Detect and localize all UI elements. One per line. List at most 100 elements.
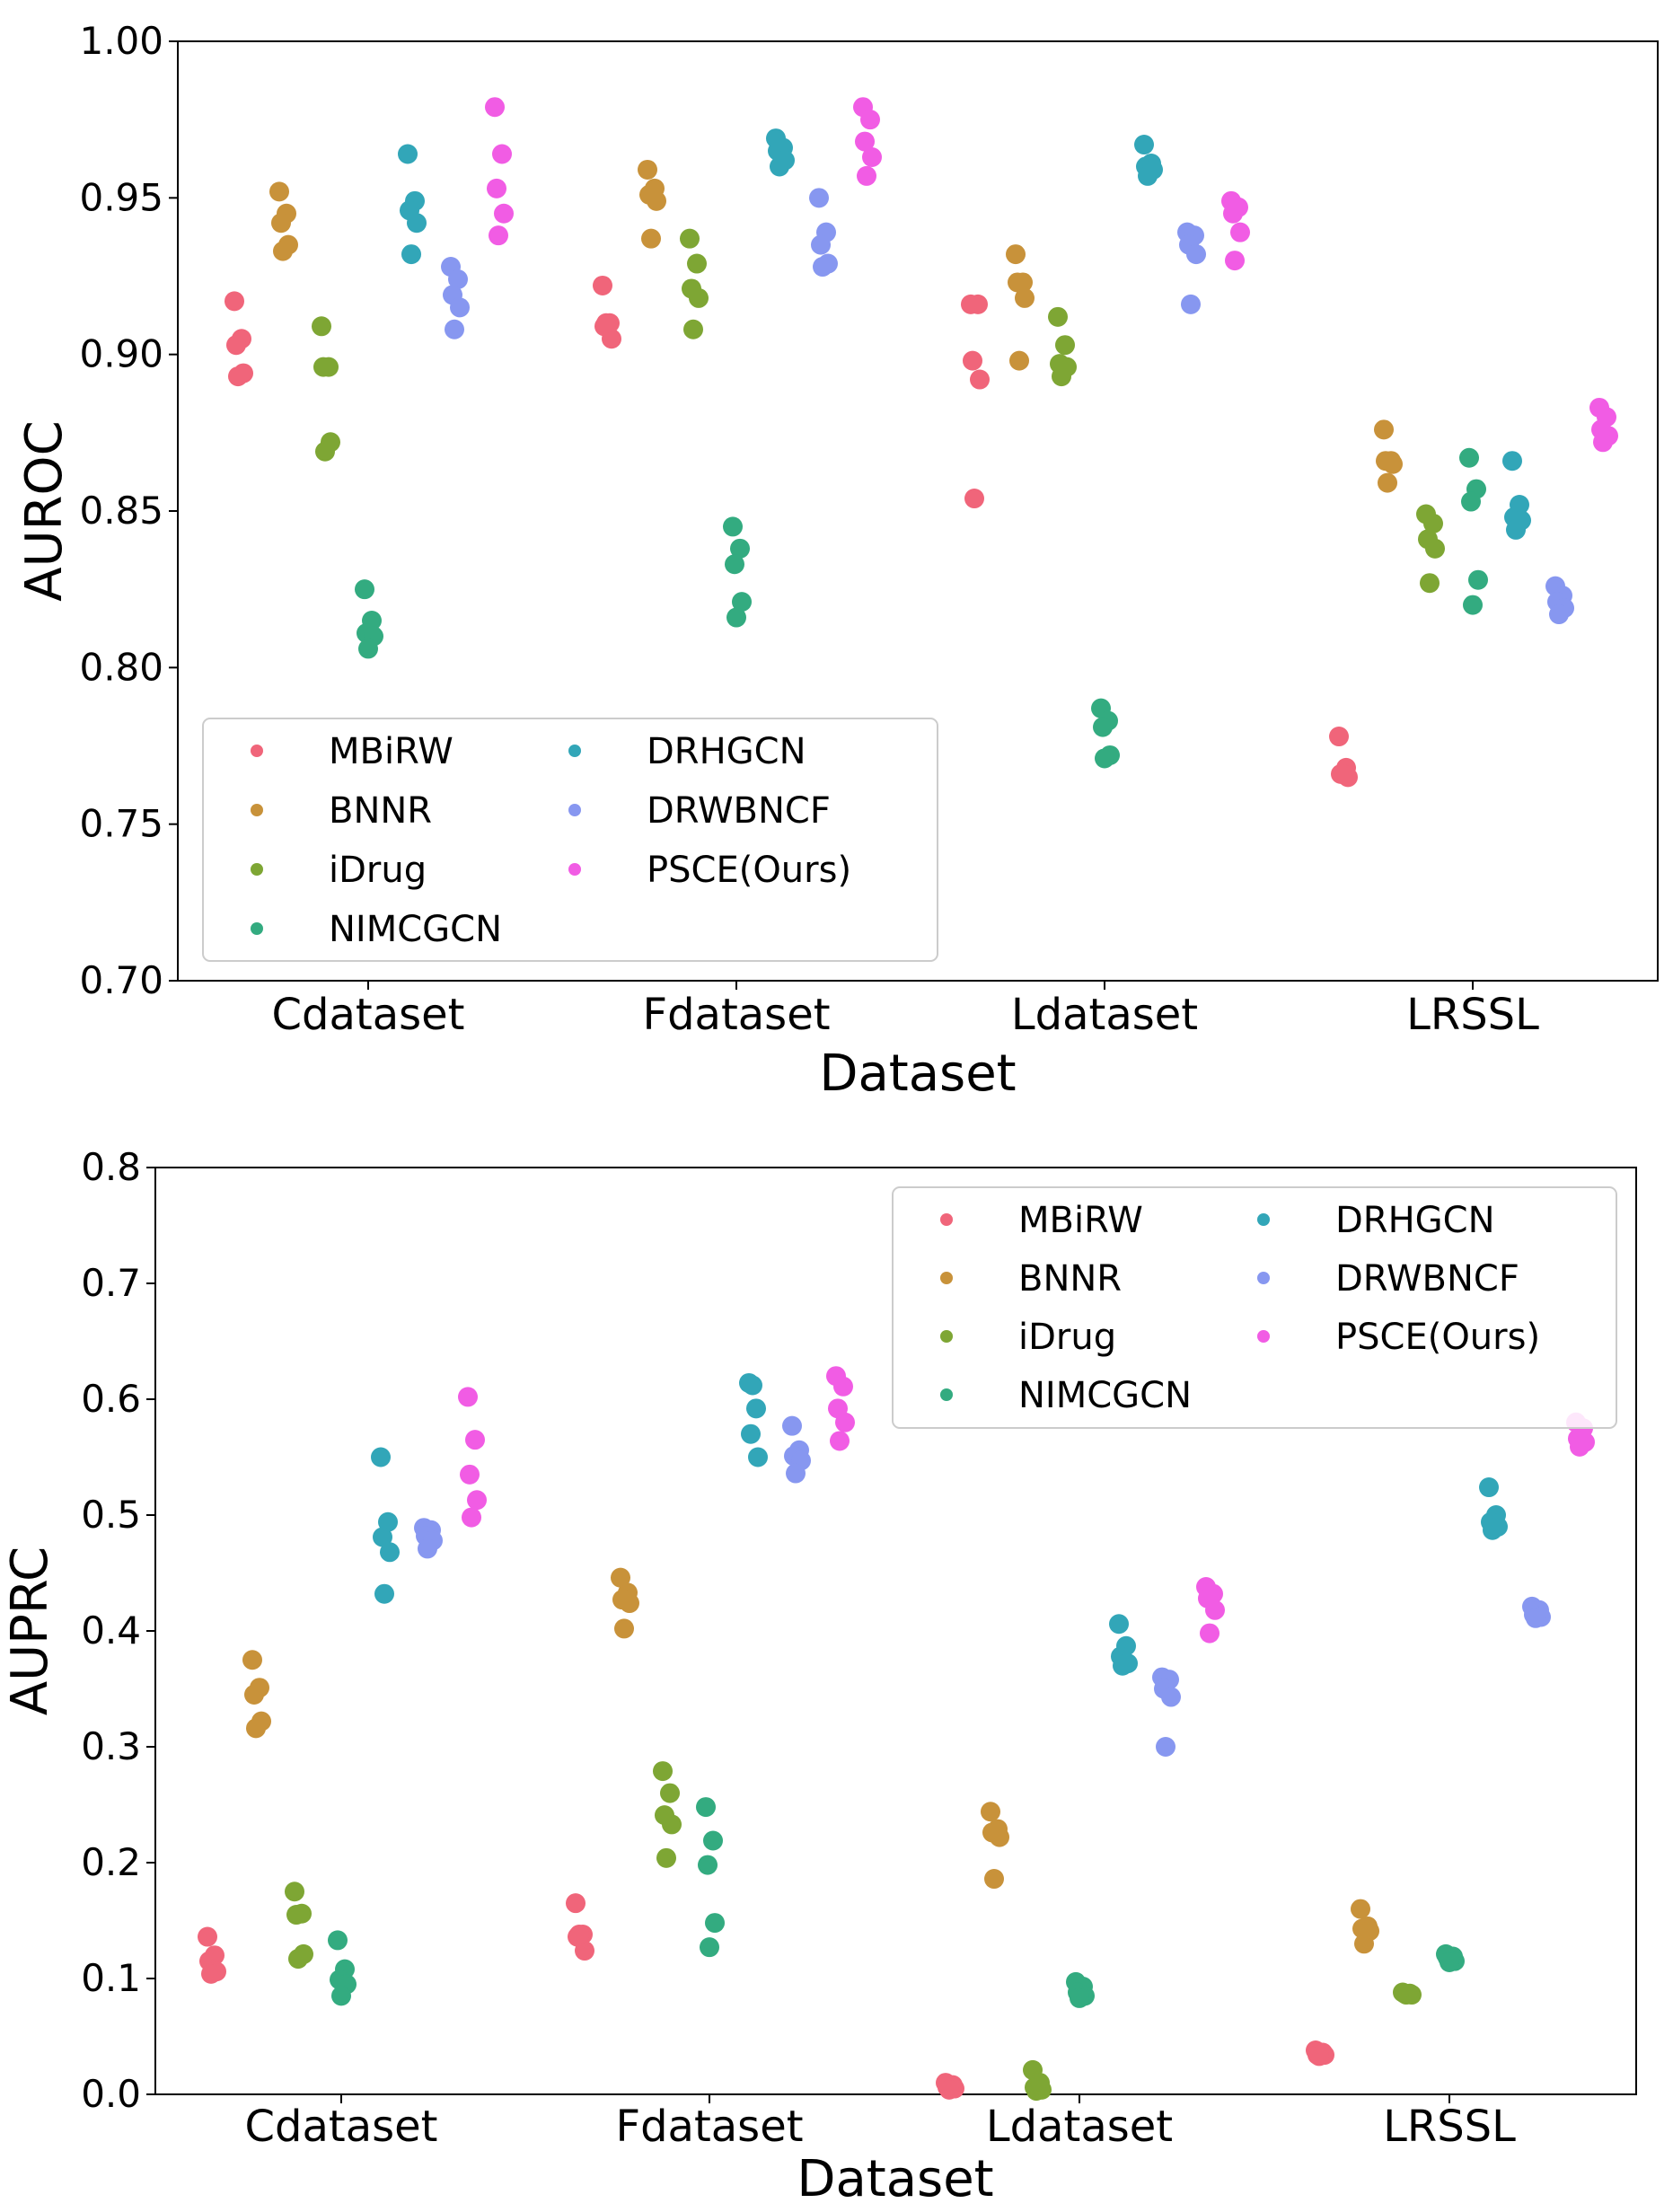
- data-point: [371, 1447, 391, 1467]
- y-tick-label: 0.8: [81, 1145, 141, 1189]
- data-point: [680, 228, 700, 249]
- data-point: [1095, 748, 1114, 769]
- y-tick-label: 1.00: [79, 19, 163, 63]
- legend-marker: [251, 804, 263, 816]
- data-point: [641, 228, 661, 249]
- data-point: [611, 1567, 630, 1588]
- data-point: [487, 178, 506, 198]
- data-point: [1113, 1655, 1132, 1676]
- data-point: [566, 1893, 586, 1914]
- legend-marker: [1257, 1272, 1270, 1284]
- legend-label: DRWBNCF: [647, 790, 831, 832]
- data-point: [269, 181, 289, 202]
- data-point: [683, 319, 703, 339]
- data-point: [1570, 1436, 1589, 1457]
- data-point: [1093, 717, 1113, 737]
- data-point: [1483, 1520, 1502, 1540]
- y-ticks: 0.70 0.75 0.80 0.85 0.90 0.95 1.00: [79, 19, 178, 1002]
- x-categories: Cdataset Fdataset Ldataset LRSSL: [272, 981, 1539, 1040]
- legend-marker: [568, 745, 581, 757]
- data-point: [687, 253, 707, 274]
- data-point: [698, 1855, 718, 1875]
- x-category-label: Ldataset: [986, 2102, 1173, 2152]
- data-point: [984, 1869, 1004, 1890]
- data-point: [703, 1830, 723, 1851]
- data-points: [198, 1366, 1595, 2102]
- data-points: [225, 97, 1618, 788]
- data-point: [653, 1761, 673, 1782]
- x-axis-title: Dataset: [819, 1044, 1016, 1103]
- data-point: [1354, 1934, 1374, 1954]
- data-point: [285, 1882, 304, 1902]
- legend-marker: [940, 1272, 953, 1284]
- data-point: [1423, 513, 1443, 533]
- data-point: [1333, 763, 1352, 784]
- legend-marker: [251, 863, 263, 876]
- data-point: [1055, 335, 1075, 356]
- data-point: [1425, 538, 1445, 559]
- data-point: [485, 97, 505, 118]
- y-tick-label: 0.80: [79, 645, 163, 689]
- auprc-panel: 0.0 0.1 0.2 0.3 0.4 0.5 0.6 0.7 0.8 Cdataset Fdat…: [1, 1145, 1637, 2208]
- data-point: [1205, 1600, 1225, 1620]
- data-point: [380, 1542, 400, 1563]
- data-point: [860, 110, 880, 130]
- y-tick-label: 0.90: [79, 332, 163, 376]
- legend-label: MBiRW: [1018, 1200, 1143, 1241]
- data-point: [1181, 294, 1201, 314]
- data-point: [786, 1463, 806, 1484]
- data-point: [467, 1490, 487, 1511]
- data-point: [689, 287, 709, 308]
- data-point: [732, 592, 752, 612]
- legend-label: iDrug: [1018, 1317, 1116, 1358]
- y-tick-label: 0.5: [81, 1493, 141, 1537]
- x-categories: Cdataset Fdataset Ldataset LRSSL: [245, 2094, 1516, 2152]
- data-point: [647, 190, 666, 211]
- data-point: [1223, 203, 1243, 224]
- data-point: [1230, 222, 1250, 242]
- data-point: [855, 131, 875, 152]
- data-point: [1048, 306, 1068, 327]
- data-point: [358, 639, 378, 659]
- data-point: [1383, 454, 1403, 474]
- data-point: [1468, 569, 1488, 590]
- data-point: [378, 1511, 398, 1532]
- data-point: [811, 234, 831, 255]
- data-point: [458, 1387, 478, 1407]
- legend-label: PSCE(Ours): [1335, 1317, 1540, 1358]
- y-tick-label: 0.6: [81, 1377, 141, 1421]
- legend-label: BNNR: [1018, 1258, 1122, 1300]
- x-axis-title: Dataset: [797, 2150, 993, 2208]
- data-point: [833, 1376, 853, 1397]
- data-point: [244, 1684, 264, 1705]
- data-point: [620, 1593, 639, 1614]
- data-point: [445, 319, 464, 339]
- data-point: [1378, 472, 1397, 493]
- y-tick-label: 0.95: [79, 175, 163, 219]
- data-point: [725, 554, 744, 575]
- x-category-label: LRSSL: [1383, 2102, 1516, 2152]
- data-point: [331, 1986, 351, 2006]
- data-point: [242, 1650, 262, 1670]
- data-point: [1008, 272, 1027, 293]
- y-tick-label: 0.0: [81, 2072, 141, 2116]
- data-point: [748, 1447, 768, 1467]
- data-point: [1009, 350, 1029, 371]
- data-point: [1351, 1899, 1370, 1919]
- data-point: [1052, 366, 1071, 387]
- data-point: [374, 1583, 394, 1604]
- legend-box: [892, 1186, 1617, 1429]
- data-point: [660, 1783, 680, 1803]
- y-tick-label: 0.1: [81, 1956, 141, 2000]
- data-point: [1440, 1952, 1459, 1972]
- auroc-panel: 0.70 0.75 0.80 0.85 0.90 0.95 1.00 Cdataset Fda…: [15, 19, 1659, 1103]
- data-point: [418, 1538, 437, 1559]
- data-point: [968, 294, 988, 314]
- legend-marker: [940, 1388, 953, 1401]
- data-point: [246, 1718, 266, 1739]
- data-point: [355, 579, 374, 600]
- data-point: [1420, 573, 1440, 594]
- y-tick-label: 0.2: [81, 1840, 141, 1884]
- data-point: [225, 291, 244, 312]
- data-point: [1506, 519, 1526, 540]
